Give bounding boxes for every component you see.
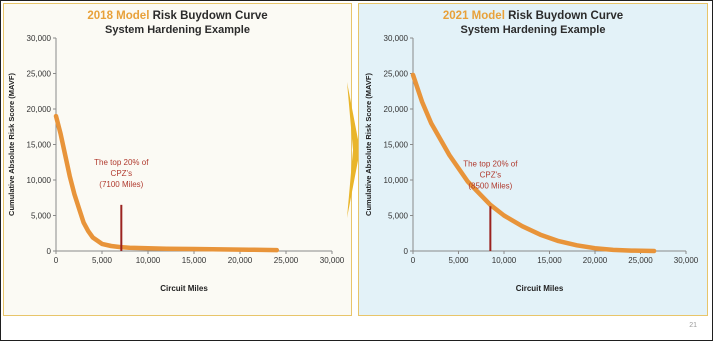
y-tick-label: 0 [404,247,409,256]
x-tick-label: 25,000 [274,256,299,265]
right-arrow-icon [347,82,360,218]
annotation-text: (7100 Miles) [99,180,143,189]
y-tick-label: 0 [47,247,52,256]
y-axis-label: Cumulative Absolute Risk Score (MAVF) [7,73,16,216]
panel-2018: 2018 Model Risk Buydown Curve System Har… [3,3,352,316]
y-tick-label: 25,000 [384,70,409,79]
x-tick-label: 15,000 [182,256,207,265]
risk-curve-line [53,113,280,253]
x-axis-label: Circuit Miles [160,284,208,293]
y-tick-label: 20,000 [27,105,52,114]
y-axis-label: Cumulative Absolute Risk Score (MAVF) [364,73,373,216]
x-tick-label: 15,000 [537,256,562,265]
panel-2021: 2021 Model Risk Buydown Curve System Har… [358,3,708,316]
annotation-text: The top 20% of [94,158,149,167]
x-tick-label: 5,000 [448,256,469,265]
page-number: 21 [689,322,697,329]
x-tick-label: 0 [54,256,59,265]
title-text: Risk Buydown Curve [504,10,624,22]
risk-buydown-chart-2018: 0 5,000 10,000 15,000 20,000 25,000 30,000 0 5,0… [7,34,345,293]
risk-curve-line [410,72,657,254]
x-tick-label: 20,000 [228,256,253,265]
chart-subtitle: System Hardening Example [105,24,250,36]
x-tick-label: 20,000 [583,256,608,265]
x-tick-label: 25,000 [628,256,653,265]
risk-buydown-chart-2021: 0 5,000 10,000 15,000 20,000 25,000 30,000 0 5,0… [364,34,699,293]
y-tick-label: 15,000 [384,141,409,150]
y-tick-label: 25,000 [27,70,52,79]
x-tick-label: 0 [411,256,416,265]
title-year: 2021 Model [442,10,505,22]
annotation-text: The top 20% of [463,159,518,168]
x-tick-label: 30,000 [674,256,699,265]
x-tick-label: 30,000 [320,256,345,265]
title-text: Risk Buydown Curve [149,10,268,22]
y-tick-label: 30,000 [27,34,52,43]
x-tick-label: 5,000 [92,256,113,265]
x-tick-label: 10,000 [136,256,161,265]
y-tick-label: 15,000 [27,141,52,150]
x-tick-label: 10,000 [492,256,517,265]
y-tick-label: 30,000 [384,34,409,43]
annotation-text: CPZ's [480,170,502,179]
y-tick-label: 5,000 [388,212,409,221]
y-tick-label: 5,000 [31,212,52,221]
annotation-text: (8500 Miles) [468,181,512,190]
chart-title: 2021 Model Risk Buydown Curve [359,10,707,22]
y-tick-label: 20,000 [384,105,409,114]
annotation-text: CPZ's [111,169,133,178]
x-axis-label: Circuit Miles [516,284,564,293]
chart-title: 2018 Model Risk Buydown Curve [4,10,351,22]
y-tick-label: 10,000 [384,176,409,185]
y-tick-label: 10,000 [27,176,52,185]
chart-subtitle: System Hardening Example [460,24,606,36]
title-year: 2018 Model [87,10,150,22]
